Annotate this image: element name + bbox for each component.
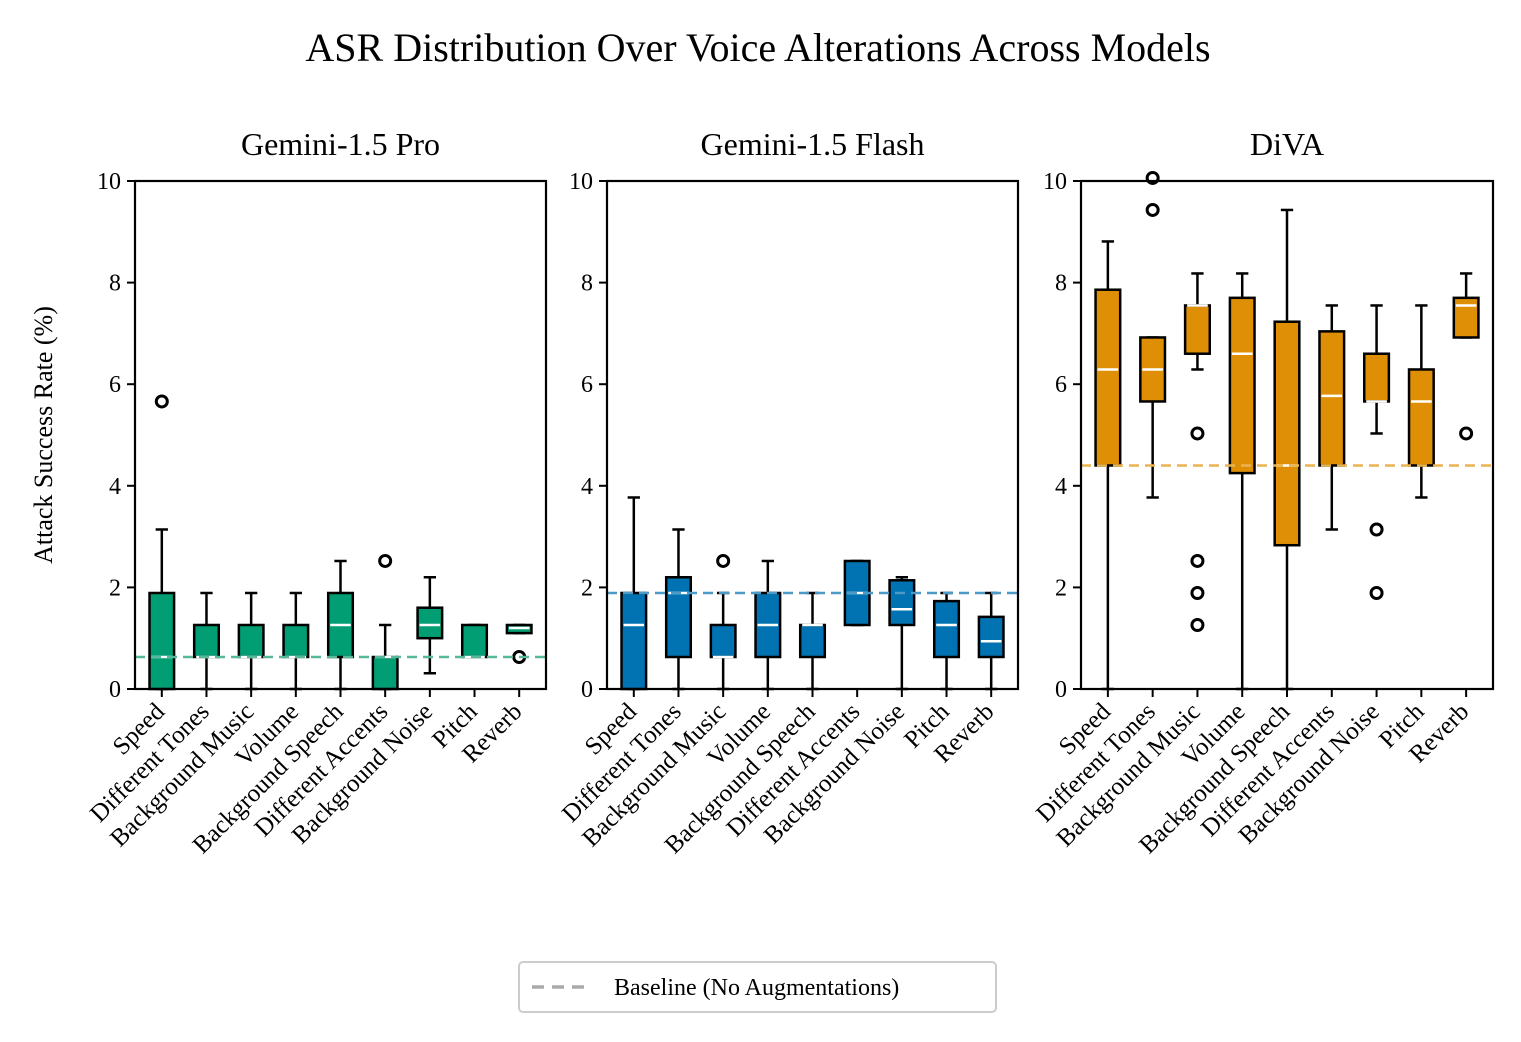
outlier-point	[1459, 426, 1474, 441]
y-tick-label: 8	[1055, 271, 1067, 297]
y-tick-label: 8	[109, 271, 121, 297]
box-reverb	[1452, 272, 1480, 441]
panel-title: DiVA	[1250, 126, 1324, 162]
y-tick-label: 6	[581, 372, 593, 398]
box-volume	[754, 559, 782, 691]
box-iqr	[1407, 368, 1435, 467]
box-iqr	[798, 623, 827, 659]
outlier-point	[1145, 170, 1160, 185]
legend: Baseline (No Augmentations)	[518, 961, 997, 1013]
y-tick-label: 6	[1055, 372, 1067, 398]
box-background-speech	[1273, 208, 1301, 691]
y-tick-label: 10	[569, 169, 593, 195]
box-iqr	[416, 606, 444, 640]
y-axis-label: Attack Success Rate (%)	[29, 306, 58, 564]
chart-title: ASR Distribution Over Voice Alterations …	[305, 25, 1210, 70]
y-tick-label: 2	[109, 575, 121, 601]
box-background-noise	[1363, 304, 1391, 600]
outlier-point	[1369, 585, 1384, 600]
box-background-noise	[416, 575, 444, 675]
y-tick-label: 0	[581, 677, 593, 703]
y-tick-label: 4	[581, 474, 593, 500]
box-iqr	[192, 623, 221, 659]
box-speed	[620, 496, 648, 691]
box-iqr	[620, 591, 648, 691]
box-iqr	[1318, 330, 1346, 467]
y-tick-label: 2	[581, 575, 593, 601]
box-reverb	[977, 591, 1005, 691]
box-background-speech	[798, 591, 827, 691]
legend-label: Baseline (No Augmentations)	[614, 975, 899, 1001]
box-iqr	[148, 591, 176, 691]
y-tick-label: 6	[109, 372, 121, 398]
box-background-speech	[326, 559, 355, 691]
outlier-point	[1190, 585, 1205, 600]
y-tick-label: 0	[1055, 677, 1067, 703]
box-iqr	[932, 599, 961, 659]
y-tick-label: 4	[1055, 474, 1067, 500]
box-iqr	[1363, 352, 1391, 403]
outlier-point	[1369, 522, 1384, 537]
box-background-music	[709, 553, 737, 691]
box-different-accents	[1318, 304, 1346, 531]
outlier-point	[716, 553, 731, 568]
axes-frame	[133, 179, 548, 691]
y-tick-label: 4	[109, 474, 121, 500]
axes-frame	[1079, 179, 1495, 691]
y-tick-label: 8	[581, 271, 593, 297]
axes-frame	[605, 179, 1020, 691]
box-different-tones	[664, 528, 693, 691]
box-different-tones	[192, 591, 221, 691]
box-iqr	[237, 623, 265, 659]
outlier-point	[378, 553, 393, 568]
legend-frame	[518, 961, 997, 1013]
box-iqr	[1183, 304, 1211, 355]
box-iqr	[460, 623, 489, 659]
box-volume	[1228, 272, 1256, 691]
box-iqr	[282, 623, 310, 659]
y-tick-label: 0	[109, 677, 121, 703]
outlier-point	[1190, 617, 1205, 632]
y-tick-label: 10	[1043, 169, 1067, 195]
box-iqr	[1228, 296, 1256, 475]
box-pitch	[1407, 304, 1435, 499]
box-different-accents	[371, 553, 399, 691]
box-iqr	[977, 615, 1005, 659]
box-volume	[282, 591, 310, 691]
box-iqr	[1094, 288, 1122, 467]
box-iqr	[664, 575, 693, 659]
box-speed	[148, 394, 176, 691]
panel-title: Gemini-1.5 Pro	[241, 126, 440, 162]
y-tick-label: 2	[1055, 575, 1067, 601]
outlier-point	[1190, 553, 1205, 568]
box-iqr	[709, 623, 737, 659]
box-pitch	[932, 591, 961, 691]
box-iqr	[1452, 296, 1480, 339]
outlier-point	[154, 394, 169, 409]
panel-title: Gemini-1.5 Flash	[701, 126, 925, 162]
box-different-tones	[1139, 170, 1167, 499]
box-speed	[1094, 240, 1122, 691]
box-iqr	[1273, 320, 1301, 547]
box-pitch	[460, 623, 489, 659]
y-tick-label: 10	[97, 169, 121, 195]
box-background-noise	[888, 575, 916, 691]
box-iqr	[888, 579, 916, 627]
outlier-point	[1145, 202, 1160, 217]
box-background-music	[237, 591, 265, 691]
box-iqr	[371, 655, 399, 691]
box-background-music	[1183, 272, 1211, 632]
outlier-point	[1190, 426, 1205, 441]
